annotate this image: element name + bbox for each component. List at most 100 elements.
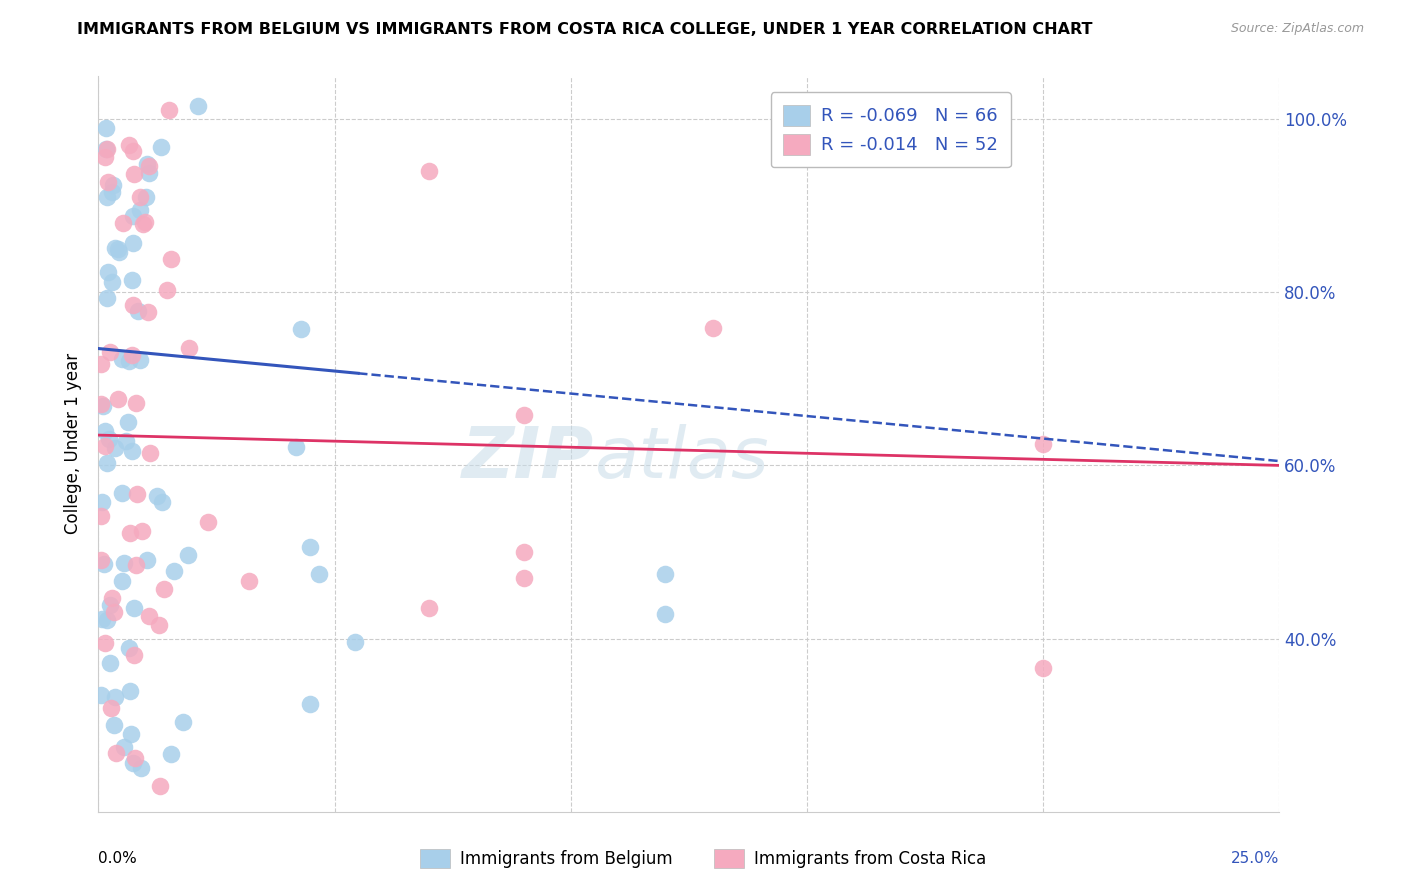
Point bbox=[107, 242, 129, 256]
Point bbox=[125, 487, 148, 501]
Point bbox=[128, 202, 150, 217]
Point bbox=[125, 558, 148, 573]
Point bbox=[121, 273, 143, 287]
Point bbox=[124, 600, 146, 615]
Point bbox=[91, 612, 114, 626]
Point bbox=[172, 714, 194, 729]
Point bbox=[418, 164, 440, 178]
Point bbox=[163, 564, 186, 578]
Point bbox=[157, 103, 180, 118]
Point bbox=[129, 761, 152, 775]
Point bbox=[290, 322, 312, 336]
Legend: Immigrants from Belgium, Immigrants from Costa Rica: Immigrants from Belgium, Immigrants from… bbox=[413, 843, 993, 875]
Point bbox=[94, 142, 117, 156]
Point bbox=[121, 756, 143, 770]
Point bbox=[101, 178, 124, 192]
Point bbox=[308, 567, 330, 582]
Point bbox=[187, 99, 209, 113]
Point bbox=[110, 485, 132, 500]
Point bbox=[90, 552, 112, 566]
Point bbox=[148, 618, 170, 632]
Point bbox=[654, 566, 676, 581]
Point bbox=[96, 190, 118, 204]
Point bbox=[654, 607, 676, 621]
Point bbox=[96, 142, 118, 156]
Point bbox=[98, 598, 121, 612]
Point bbox=[93, 439, 115, 453]
Point bbox=[90, 397, 112, 411]
Point bbox=[112, 216, 135, 230]
Y-axis label: College, Under 1 year: College, Under 1 year bbox=[65, 353, 83, 534]
Point bbox=[94, 636, 117, 650]
Point bbox=[103, 718, 125, 732]
Point bbox=[138, 609, 160, 624]
Point bbox=[512, 408, 534, 422]
Point bbox=[344, 634, 367, 648]
Point bbox=[110, 574, 132, 588]
Point bbox=[112, 739, 135, 754]
Point bbox=[138, 159, 160, 173]
Point bbox=[238, 574, 260, 588]
Point bbox=[94, 120, 117, 135]
Point bbox=[101, 275, 124, 289]
Point bbox=[96, 291, 118, 305]
Point bbox=[122, 236, 145, 251]
Point bbox=[139, 446, 162, 460]
Point bbox=[512, 571, 534, 585]
Point bbox=[93, 557, 115, 571]
Point bbox=[96, 456, 118, 470]
Text: IMMIGRANTS FROM BELGIUM VS IMMIGRANTS FROM COSTA RICA COLLEGE, UNDER 1 YEAR CORR: IMMIGRANTS FROM BELGIUM VS IMMIGRANTS FR… bbox=[77, 22, 1092, 37]
Point bbox=[114, 434, 136, 449]
Point bbox=[284, 440, 307, 454]
Point bbox=[153, 582, 176, 596]
Point bbox=[177, 548, 200, 562]
Point bbox=[150, 140, 173, 154]
Point bbox=[159, 252, 181, 267]
Point bbox=[90, 509, 112, 524]
Point bbox=[702, 320, 724, 334]
Point bbox=[121, 727, 143, 741]
Point bbox=[104, 746, 127, 760]
Point bbox=[127, 304, 149, 318]
Point bbox=[149, 779, 172, 793]
Point bbox=[96, 175, 118, 189]
Legend: R = -0.069   N = 66, R = -0.014   N = 52: R = -0.069 N = 66, R = -0.014 N = 52 bbox=[770, 92, 1011, 168]
Point bbox=[94, 424, 117, 438]
Point bbox=[177, 341, 200, 355]
Point bbox=[91, 495, 114, 509]
Point bbox=[90, 688, 112, 702]
Point bbox=[122, 209, 145, 223]
Point bbox=[97, 265, 120, 279]
Point bbox=[118, 137, 141, 152]
Point bbox=[118, 683, 141, 698]
Point bbox=[112, 556, 135, 570]
Point bbox=[121, 348, 143, 362]
Point bbox=[122, 298, 145, 312]
Point bbox=[150, 495, 173, 509]
Point bbox=[418, 601, 440, 615]
Point bbox=[104, 242, 127, 256]
Point bbox=[197, 516, 219, 530]
Point bbox=[121, 444, 143, 458]
Point bbox=[138, 166, 160, 180]
Text: 25.0%: 25.0% bbox=[1232, 851, 1279, 865]
Point bbox=[104, 441, 127, 455]
Point bbox=[146, 489, 169, 503]
Point bbox=[155, 284, 177, 298]
Point bbox=[111, 351, 134, 366]
Point bbox=[1032, 661, 1054, 675]
Point bbox=[122, 167, 145, 181]
Point bbox=[101, 591, 124, 606]
Point bbox=[512, 545, 534, 559]
Point bbox=[98, 432, 121, 446]
Point bbox=[100, 701, 122, 715]
Point bbox=[135, 189, 157, 203]
Point bbox=[125, 396, 148, 410]
Point bbox=[90, 357, 112, 371]
Point bbox=[124, 751, 146, 765]
Point bbox=[94, 150, 117, 164]
Point bbox=[298, 541, 321, 555]
Point bbox=[129, 190, 152, 204]
Point bbox=[136, 553, 159, 567]
Point bbox=[107, 244, 129, 259]
